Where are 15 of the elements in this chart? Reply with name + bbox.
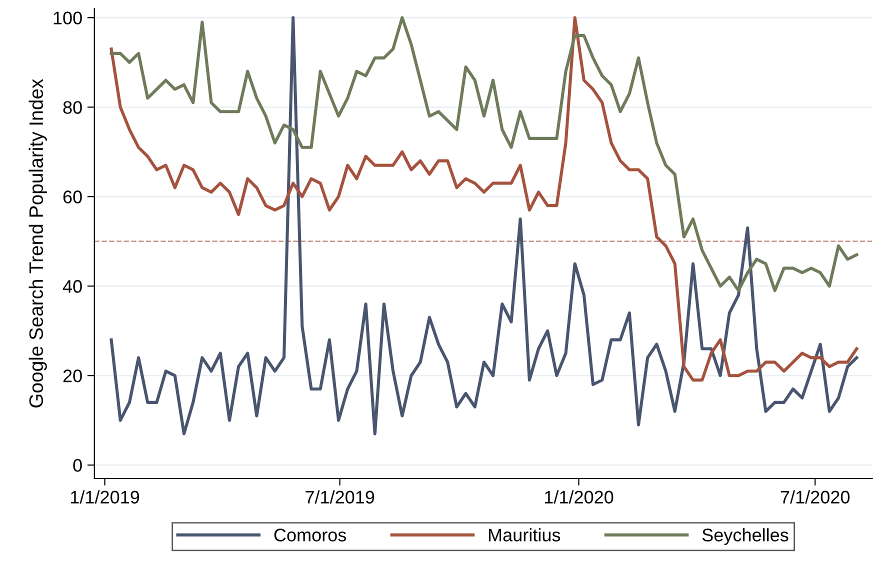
x-tick-label: 7/1/2019: [306, 490, 374, 504]
y-tick-label: 60: [63, 190, 82, 204]
y-tick-label: 0: [73, 459, 82, 472]
y-tick-label: 20: [63, 370, 82, 382]
x-tick-label: 1/1/2020: [545, 490, 614, 504]
legend-label: Comoros: [274, 528, 346, 542]
x-tick-label: 7/1/2020: [780, 490, 850, 504]
y-axis-title: Google Search Trend Popularity Index: [28, 78, 47, 408]
legend-label: Mauritius: [488, 528, 560, 542]
legend-label: Seychelles: [702, 528, 788, 546]
y-tick-label: 80: [63, 101, 82, 114]
line-series: [110, 16, 858, 292]
y-tick-label: 40: [62, 280, 82, 293]
x-tick-label: 1/1/2019: [71, 490, 140, 504]
y-tick-label: 100: [54, 12, 82, 24]
